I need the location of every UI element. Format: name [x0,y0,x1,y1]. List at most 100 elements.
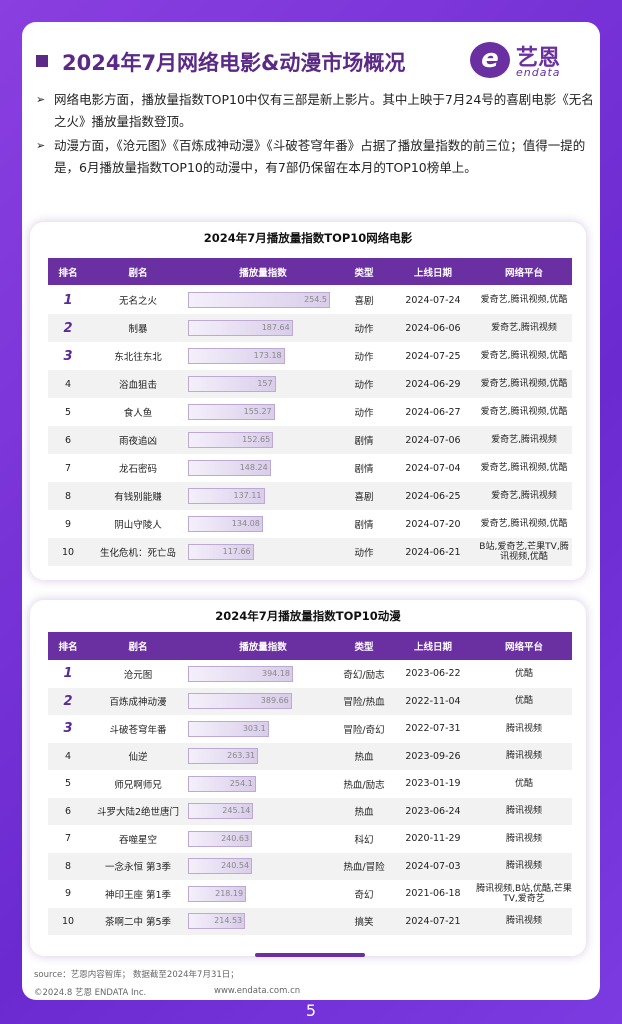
release-date: 2023-06-24 [405,805,461,817]
rank: 3 [63,348,73,364]
index-bar [188,858,253,875]
table-header: 排名 剧名 播放量指数 类型 上线日期 网络平台 [48,632,572,660]
column-header: 播放量指数 [239,267,287,279]
index-cell: 214.53 [188,908,338,936]
genre: 剧情 [354,520,374,531]
table-row: 8 一念永恒 第3季 240.54 热血/冒险 2024-07-03 腾讯视频 [48,852,572,880]
index-bar [188,830,253,847]
page-title: 2024年7月网络电影&动漫市场概况 [62,51,406,75]
title: 吞噬星空 [118,834,157,846]
genre: 喜剧 [354,492,374,503]
index-value: 263.31 [227,751,256,761]
rank: 10 [61,546,75,558]
genre: 剧情 [354,464,374,475]
platform: 爱奇艺,腾讯视频,优酷 [480,295,568,305]
index-bar [188,516,263,532]
genre: 动作 [354,380,374,391]
genre: 冒险/奇幻 [343,724,385,736]
logo-subtext: endata [516,66,561,79]
title: 无名之火 [118,296,157,307]
rank: 8 [64,860,72,872]
index-cell: 240.63 [188,825,338,853]
table-row: 8 有钱别能赚 137.11 喜剧 2024-06-25 爱奇艺,腾讯视频 [48,482,572,510]
table-row: 10 茶啊二中 第5季 214.53 搞笑 2024-07-21 腾讯视频 [48,907,572,936]
rank: 1 [63,666,73,682]
index-bar [188,348,285,364]
release-date: 2024-07-24 [405,294,461,306]
genre: 热血/励志 [343,779,385,791]
table-row: 9 阴山守陵人 134.08 剧情 2024-07-20 爱奇艺,腾讯视频,优酷 [48,510,572,538]
column-header: 网络平台 [504,642,543,653]
index-cell: 173.18 [188,342,338,370]
rank: 6 [64,434,72,446]
platform: 腾讯视频 [505,861,542,872]
index-value: 254.5 [304,295,327,304]
release-date: 2023-01-19 [405,778,461,790]
genre: 热血 [354,807,374,819]
column-header: 排名 [58,642,78,653]
release-date: 2020-11-29 [405,833,461,845]
table-row: 3 斗破苍穹年番 303.1 冒险/奇幻 2022-07-31 腾讯视频 [48,715,572,743]
table-row: 2 百炼成神动漫 389.66 冒险/热血 2022-11-04 优酷 [48,687,572,716]
table-row: 5 食人鱼 155.27 动作 2024-06-27 爱奇艺,腾讯视频,优酷 [48,398,572,426]
title: 阴山守陵人 [114,520,162,531]
index-cell: 263.31 [188,743,338,771]
table-header: 排名 剧名 播放量指数 类型 上线日期 网络平台 [48,258,572,285]
platform: 爱奇艺,腾讯视频,优酷 [480,407,568,417]
table-card: 2024年7月播放量指数TOP10网络电影 排名 剧名 播放量指数 类型 上线日期 网络平台… [30,222,586,580]
index-cell: 148.24 [188,454,338,482]
rank: 10 [61,915,75,927]
table-title: 2024年7月播放量指数TOP10动漫 [215,609,401,623]
bullet: 动漫方面，《沧元图》《百炼成神动漫》《斗破苍穹年番》占据了播放量指数的前三位；值… [36,135,602,179]
title: 浴血狙击 [118,380,157,391]
title: 百炼成神动漫 [109,697,167,709]
table-row: 6 雨夜追凶 152.65 剧情 2024-07-06 爱奇艺,腾讯视频 [48,426,572,454]
column-header: 上线日期 [413,267,452,279]
title-marker [36,55,48,67]
genre: 搞笑 [354,917,374,929]
index-bar [188,460,271,476]
genre: 动作 [354,352,374,363]
scroll-indicator [255,953,365,957]
release-date: 2022-11-04 [405,695,461,707]
genre: 喜剧 [354,296,374,307]
table-row: 5 师兄啊师兄 254.1 热血/励志 2023-01-19 优酷 [48,770,572,798]
platform: 优酷 [514,668,533,679]
title: 神印王座 第1季 [104,889,172,901]
rank: 5 [64,406,72,418]
index-bar [188,913,246,930]
release-date: 2021-06-18 [405,888,461,900]
index-cell: 389.66 [188,688,338,716]
genre: 剧情 [354,436,374,447]
index-bar [188,693,292,710]
rank: 7 [64,833,72,845]
index-bar [188,292,330,308]
rank: 2 [63,693,73,709]
index-value: 187.64 [261,323,290,332]
index-value: 240.63 [221,833,250,843]
source-note: source：艺恩内容智库； 数据截至2024年7月31日； [34,970,239,980]
table-row: 9 神印王座 第1季 218.19 奇幻 2021-06-18 腾讯视频,B站,优酷,芒果… [48,880,572,908]
index-cell: 394.18 [188,660,338,688]
release-date: 2024-07-21 [405,915,461,927]
platform: 优酷 [514,696,533,707]
title: 有钱别能赚 [114,492,162,503]
website: www.endata.com.cn [214,986,301,996]
column-header: 上线日期 [413,642,452,653]
title: 一念永恒 第3季 [104,862,172,874]
platform: 爱奇艺,腾讯视频 [491,435,557,445]
rank: 9 [64,518,72,530]
table-row: 2 制暴 187.64 动作 2024-06-06 爱奇艺,腾讯视频 [48,314,572,342]
index-cell: 187.64 [188,314,338,342]
index-value: 155.27 [243,407,272,416]
index-bar [188,404,275,420]
genre: 热血 [354,752,374,764]
table-row: 4 浴血狙击 157 动作 2024-06-29 爱奇艺,腾讯视频,优酷 [48,370,572,398]
release-date: 2024-06-21 [405,546,461,558]
bullet: 网络电影方面，播放量指数TOP10中仅有三部是新上影片。其中上映于7月24号的喜… [36,89,602,133]
logo-text: 艺恩 [516,46,561,71]
release-date: 2024-06-25 [405,490,461,502]
release-date: 2023-09-26 [405,750,461,762]
rank: 6 [64,805,72,817]
title: 龙石密码 [118,464,157,475]
